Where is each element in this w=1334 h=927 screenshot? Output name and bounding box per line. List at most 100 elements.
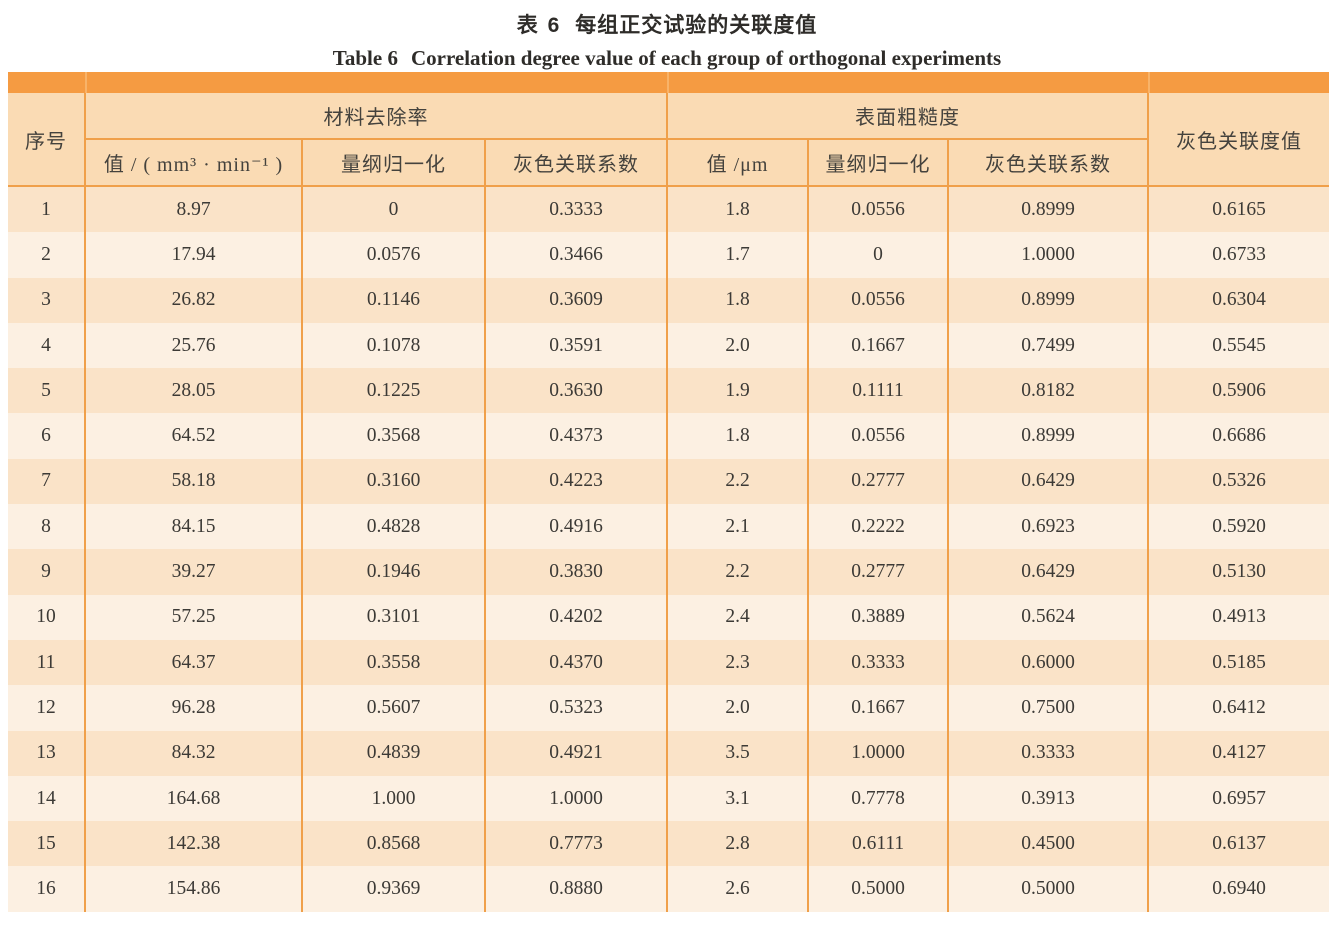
col-group-surface-roughness: 表面粗糙度 (666, 93, 1149, 140)
value-cell: 1.7 (666, 232, 809, 278)
row-number-cell: 1 (41, 198, 51, 220)
table-caption-zh-text: 每组正交试验的关联度值 (575, 14, 818, 37)
value-cell: 0.1111 (807, 368, 949, 414)
value-cell: 0.6000 (947, 639, 1149, 686)
value-cell: 142.38 (84, 821, 302, 867)
value-cell: 0.5130 (1147, 549, 1330, 595)
value-cell: 0.3630 (483, 368, 668, 414)
table-row: 10 57.25 0.3101 0.4202 2.4 0.3889 0.5624 0.4913 (8, 594, 1330, 640)
correlation-table: 序号 材料去除率 表面粗糙度 灰色关联度值 值 / ( mm³ · min⁻¹ … (8, 93, 1330, 912)
row-number-cell: 6 (41, 425, 51, 447)
value-cell: 0.6412 (1147, 685, 1330, 731)
value-cell: 2.0 (666, 322, 809, 369)
value-cell: 0.3591 (483, 322, 668, 369)
table-row: 6 64.52 0.3568 0.4373 1.8 0.0556 0.8999 0.6686 (8, 413, 1330, 459)
value-cell: 0.7499 (947, 322, 1149, 369)
value-cell: 0.7773 (483, 821, 668, 867)
value-cell: 0.8999 (947, 277, 1149, 323)
row-number-cell: 9 (41, 561, 51, 583)
row-number-cell: 7 (41, 470, 51, 492)
value-cell: 1.8 (666, 277, 809, 323)
value-cell: 0.5000 (807, 866, 949, 912)
table-row: 16 154.86 0.9369 0.8880 2.6 0.5000 0.5000 0.694… (8, 866, 1330, 912)
table-caption-en: Table 6 Correlation degree value of each … (0, 46, 1334, 71)
value-cell: 0.5545 (1147, 322, 1330, 369)
value-cell: 1.8 (666, 186, 809, 233)
table-row: 5 28.05 0.1225 0.3630 1.9 0.1111 0.8182 0.5906 (8, 368, 1330, 414)
value-cell: 0.3889 (807, 594, 949, 640)
value-cell: 0.6111 (807, 821, 949, 867)
value-cell: 0.5185 (1147, 639, 1330, 686)
row-number-cell: 5 (41, 379, 51, 401)
value-cell: 0.4916 (483, 504, 668, 550)
table-row: 8 84.15 0.4828 0.4916 2.1 0.2222 0.6923 0.5920 (8, 504, 1330, 550)
value-cell: 2.2 (666, 458, 809, 505)
value-cell: 0.8999 (947, 413, 1149, 459)
value-cell: 0.4127 (1147, 730, 1330, 776)
value-cell: 0 (807, 232, 949, 278)
value-cell: 0.1146 (301, 277, 485, 323)
value-cell: 3.5 (666, 730, 809, 776)
value-cell: 164.68 (84, 775, 302, 822)
value-cell: 1.000 (301, 775, 485, 822)
row-number-cell: 16 (36, 878, 56, 900)
value-cell: 0.3333 (483, 186, 668, 233)
table-caption-en-label: Table 6 (332, 46, 398, 70)
value-cell: 0.6137 (1147, 821, 1330, 867)
value-cell: 0.3830 (483, 549, 668, 595)
value-cell: 0.4373 (483, 413, 668, 459)
table-row: 12 96.28 0.5607 0.5323 2.0 0.1667 0.7500 0.6412 (8, 685, 1330, 731)
table-header: 序号 材料去除率 表面粗糙度 灰色关联度值 值 / ( mm³ · min⁻¹ … (8, 93, 1330, 187)
table-row: 2 17.94 0.0576 0.3466 1.7 0 1.0000 0.6733 (8, 232, 1330, 278)
value-cell: 0.3101 (301, 594, 485, 640)
value-cell: 0.6957 (1147, 775, 1330, 822)
value-cell: 0.6923 (947, 504, 1149, 550)
value-cell: 0.9369 (301, 866, 485, 912)
table-caption-en-text: Correlation degree value of each group o… (410, 46, 1002, 70)
value-cell: 0.8880 (483, 866, 668, 912)
table-body: 1 8.97 0 0.3333 1.8 0.0556 0.8999 0.6165 2 17.94 0… (8, 186, 1330, 912)
value-cell: 64.52 (84, 413, 302, 459)
table-caption-zh: 表 6 每组正交试验的关联度值 (0, 9, 1334, 39)
row-number-cell: 11 (36, 651, 56, 673)
value-cell: 0.3913 (947, 775, 1149, 822)
value-cell: 0.3558 (301, 639, 485, 686)
row-number-cell: 8 (41, 515, 51, 537)
value-cell: 0.6304 (1147, 277, 1330, 323)
value-cell: 2.1 (666, 504, 809, 550)
col-header-mrr-value: 值 / ( mm³ · min⁻¹ ) (84, 139, 302, 187)
table-row: 15 142.38 0.8568 0.7773 2.8 0.6111 0.4500 0.613… (8, 821, 1330, 867)
value-cell: 0.4913 (1147, 594, 1330, 640)
value-cell: 0.6165 (1147, 186, 1330, 233)
value-cell: 0.2777 (807, 458, 949, 505)
value-cell: 0.4223 (483, 458, 668, 505)
value-cell: 0.5920 (1147, 504, 1330, 550)
row-number-cell: 4 (41, 334, 51, 356)
value-cell: 0.8568 (301, 821, 485, 867)
value-cell: 0.1078 (301, 322, 485, 369)
value-cell: 0.0556 (807, 277, 949, 323)
value-cell: 25.76 (84, 322, 302, 369)
value-cell: 0.1946 (301, 549, 485, 595)
value-cell: 84.32 (84, 730, 302, 776)
value-cell: 0.6429 (947, 458, 1149, 505)
value-cell: 96.28 (84, 685, 302, 731)
value-cell: 0.3333 (807, 639, 949, 686)
value-cell: 0.3160 (301, 458, 485, 505)
value-cell: 39.27 (84, 549, 302, 595)
value-cell: 0.1225 (301, 368, 485, 414)
value-cell: 0.5624 (947, 594, 1149, 640)
col-header-mrr-normalized: 量纲归一化 (301, 139, 485, 187)
value-cell: 2.6 (666, 866, 809, 912)
value-cell: 154.86 (84, 866, 302, 912)
value-cell: 2.8 (666, 821, 809, 867)
col-header-roughness-value: 值 /μm (666, 139, 809, 187)
row-number-cell: 2 (41, 243, 51, 265)
value-cell: 0.6940 (1147, 866, 1330, 912)
value-cell: 0.4500 (947, 821, 1149, 867)
value-cell: 0.1667 (807, 322, 949, 369)
col-header-index: 序号 (8, 93, 85, 187)
row-number-cell: 12 (36, 696, 56, 718)
value-cell: 0.3333 (947, 730, 1149, 776)
row-number-cell: 3 (41, 289, 51, 311)
